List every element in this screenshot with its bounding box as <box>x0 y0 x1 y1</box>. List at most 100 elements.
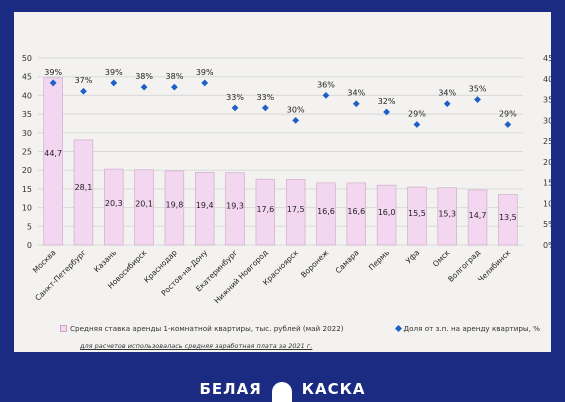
chart-legend: Средняя ставка аренды 1-комнатной кварти… <box>60 324 540 333</box>
bar <box>195 172 215 246</box>
bar-value-label: 17,5 <box>287 205 305 214</box>
share-point <box>171 83 178 91</box>
bar-value-label: 16,6 <box>317 207 335 216</box>
bar <box>134 169 154 246</box>
y-right-tick-label: 30% <box>543 116 551 125</box>
category-label: Пермь <box>367 248 391 272</box>
bar <box>225 172 245 246</box>
bar <box>255 178 276 246</box>
y-right-tick-label: 0% <box>543 241 551 250</box>
share-value-label: 38% <box>166 72 184 81</box>
share-point <box>201 79 209 87</box>
category-label: Омск <box>431 248 452 269</box>
share-point <box>80 87 87 95</box>
category-label: Нижний Новгород <box>212 248 269 305</box>
chart-footnote: для расчетов использовалась средняя зара… <box>80 342 313 350</box>
bar-value-label: 19,4 <box>196 201 214 210</box>
bar <box>407 186 427 246</box>
helmet-icon <box>271 382 292 402</box>
share-value-label: 36% <box>317 80 335 89</box>
category-label: Воронеж <box>299 248 331 280</box>
y-right-tick-label: 5% <box>543 220 551 229</box>
share-value-label: 30% <box>287 105 305 114</box>
bar-value-label: 15,3 <box>438 210 456 219</box>
share-point <box>322 92 330 99</box>
legend-item-bar: Средняя ставка аренды 1-комнатной кварти… <box>60 324 344 333</box>
share-value-label: 35% <box>469 85 487 94</box>
category-label: Уфа <box>404 248 421 265</box>
bar-value-label: 14,7 <box>469 211 487 220</box>
category-label: Челябинск <box>476 248 512 284</box>
bar <box>346 182 366 246</box>
category-label: Самара <box>334 248 361 275</box>
chart-plot: 0 5 10 15 20 25 30 35 40 45 50 0% 5% 10% 15% 20% 25% 30% 3… <box>22 54 551 305</box>
share-value-label: 39% <box>44 68 62 77</box>
share-value-label: 39% <box>105 68 123 77</box>
bar-value-label: 19,3 <box>226 201 244 210</box>
bar-value-label: 13,5 <box>499 213 517 222</box>
category-label: Санкт-Петербург <box>33 248 88 303</box>
bar <box>498 194 518 246</box>
bar <box>73 139 94 246</box>
y-left-tick-label: 40 <box>22 91 32 100</box>
chart-card: 0 5 10 15 20 25 30 35 40 45 50 0% 5% 10% 15% 20% 25% 30% 3… <box>14 12 551 352</box>
category-label: Москва <box>31 248 58 275</box>
share-value-label: 38% <box>135 72 153 81</box>
share-point <box>231 104 239 112</box>
y-left-tick-label: 45 <box>22 73 32 82</box>
y-right-tick-label: 15% <box>543 179 551 188</box>
bar <box>316 182 336 246</box>
y-right-tick-label: 20% <box>543 158 551 167</box>
bar-value-label: 17,6 <box>256 205 274 214</box>
bar-value-label: 16,0 <box>378 208 396 217</box>
legend-item-point: Доля от з.п. на аренду квартиры, % <box>394 324 540 333</box>
share-value-label: 37% <box>75 76 93 85</box>
brand-left-text: БЕЛАЯ <box>199 380 262 398</box>
share-point <box>504 121 512 128</box>
bar <box>437 187 457 246</box>
brand-right-text: КАСКА <box>301 380 366 398</box>
share-value-label: 39% <box>196 68 214 77</box>
bar-value-label: 19,8 <box>166 200 184 209</box>
share-point <box>261 104 269 112</box>
bar-value-label: 15,5 <box>408 209 426 218</box>
y-right-tick-label: 10% <box>543 199 551 208</box>
bar <box>285 179 306 246</box>
bar <box>467 189 488 246</box>
y-left-tick-label: 35 <box>22 110 32 119</box>
bar-value-label: 20,1 <box>135 200 153 209</box>
share-value-label: 34% <box>438 89 456 98</box>
share-point <box>110 79 118 87</box>
legend-bar-label: Средняя ставка аренды 1-комнатной кварти… <box>70 324 344 333</box>
y-left-tick-label: 5 <box>27 222 32 231</box>
share-point <box>140 83 148 91</box>
share-value-label: 32% <box>378 97 396 106</box>
y-left-tick-label: 20 <box>22 166 32 175</box>
y-right-tick-label: 40% <box>543 75 551 84</box>
y-right-tick-label: 35% <box>543 96 551 105</box>
bar <box>43 77 63 246</box>
category-label: Казань <box>92 248 118 274</box>
brand-logo: БЕЛАЯ КАСКА <box>0 380 565 402</box>
y-left-tick-label: 0 <box>27 241 32 250</box>
y-left-tick-label: 25 <box>22 148 32 157</box>
y-left-tick-label: 50 <box>22 54 32 63</box>
share-value-label: 34% <box>347 89 365 98</box>
share-point <box>383 108 390 116</box>
y-left-tick-label: 30 <box>22 129 32 138</box>
bar <box>164 170 185 246</box>
share-point <box>292 116 300 124</box>
share-point <box>413 121 421 128</box>
y-right-tick-label: 45% <box>543 54 551 63</box>
legend-point-swatch <box>394 324 402 333</box>
share-point <box>474 96 481 103</box>
share-value-label: 33% <box>226 93 244 102</box>
bar-value-label: 44,7 <box>44 149 62 158</box>
bar <box>376 184 397 246</box>
share-point <box>443 100 451 108</box>
bar-value-label: 28,1 <box>75 183 93 192</box>
legend-bar-swatch <box>60 325 67 332</box>
share-point <box>352 100 360 108</box>
legend-point-label: Доля от з.п. на аренду квартиры, % <box>403 324 540 333</box>
share-value-label: 33% <box>256 93 274 102</box>
